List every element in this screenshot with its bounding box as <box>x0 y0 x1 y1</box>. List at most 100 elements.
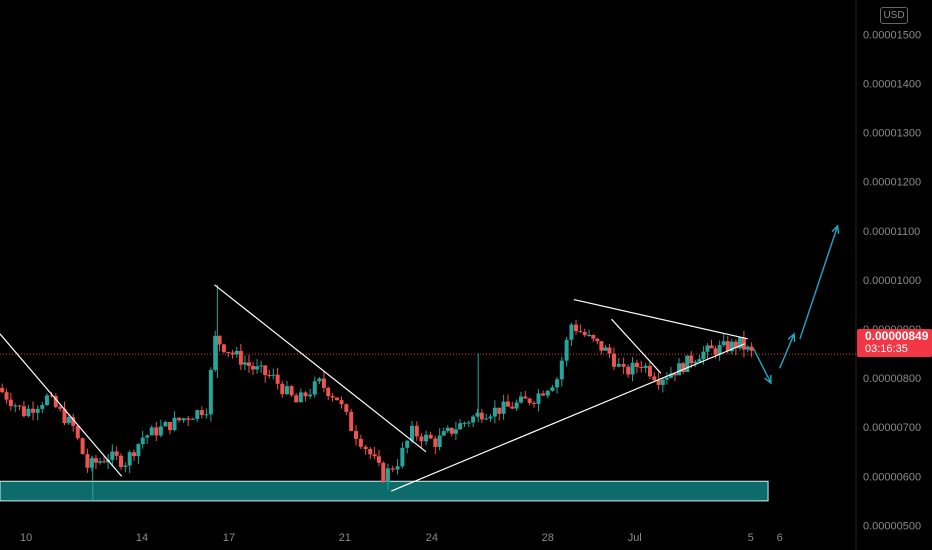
candle-body <box>433 438 438 447</box>
candle-body <box>505 401 510 407</box>
candle-body <box>102 461 107 463</box>
candle-body <box>514 402 519 409</box>
candle-body <box>242 362 247 365</box>
trendline <box>611 318 662 374</box>
candle-body <box>462 422 467 424</box>
candle-body <box>158 426 163 436</box>
trendlines-layer <box>0 284 748 492</box>
time-tick-label: Jul <box>628 532 642 544</box>
projection-long-leg <box>799 225 839 340</box>
candle-body <box>471 416 476 423</box>
candle-body <box>390 468 395 470</box>
candle-body <box>62 408 67 424</box>
time-tick-label: 28 <box>542 532 554 544</box>
candle-body <box>294 395 299 403</box>
candle-body <box>123 465 128 467</box>
candle-body <box>181 418 186 421</box>
candle-body <box>550 387 555 391</box>
candle-body <box>230 352 235 355</box>
candle-body <box>717 345 722 355</box>
candle-body <box>31 408 36 413</box>
candle-body <box>595 338 600 342</box>
time-tick-label: 17 <box>223 532 235 544</box>
projection-arrowhead <box>764 375 772 385</box>
candle-body <box>656 380 661 385</box>
candle-body <box>385 468 390 483</box>
candle-body <box>8 399 13 407</box>
candle-body <box>263 365 268 376</box>
time-axis[interactable]: 10 14 17 21 24 28 Jul 5 6 <box>20 532 783 544</box>
grid <box>855 0 932 550</box>
candle-body <box>280 383 285 395</box>
candle-body <box>603 347 608 351</box>
candle-body <box>114 451 119 456</box>
candle-body <box>330 396 335 398</box>
candle-body <box>177 417 182 421</box>
candle-body <box>238 350 243 365</box>
candle-body <box>510 406 515 409</box>
projection-arrowhead <box>831 224 840 234</box>
candle-body <box>213 335 218 370</box>
price-tick-label: 0.00000700 <box>863 422 921 434</box>
candle-body <box>626 366 631 375</box>
candle-body <box>400 447 405 467</box>
candle-body <box>21 406 26 417</box>
price-axis[interactable]: 0.00000500 0.00000600 0.00000700 0.00000800… <box>863 29 921 532</box>
candle-body <box>611 353 616 367</box>
candle-body <box>334 397 339 401</box>
candle-body <box>532 402 537 404</box>
candle-body <box>271 374 276 376</box>
candle-body <box>35 408 40 413</box>
candle-body <box>419 436 424 442</box>
candle-body <box>569 324 574 340</box>
candle-body <box>26 408 31 417</box>
candle-body <box>652 376 657 381</box>
candle-body <box>501 401 506 414</box>
candle-body <box>733 341 738 349</box>
candle-body <box>119 455 124 467</box>
trendline <box>573 298 748 340</box>
price-tick-label: 0.00001000 <box>863 275 921 287</box>
price-axis-bg <box>857 0 932 550</box>
candle-body <box>89 458 94 468</box>
candle-body <box>195 410 200 419</box>
candles-layer <box>0 284 754 501</box>
price-tick-label: 0.00001200 <box>863 177 921 189</box>
projection-layer <box>752 224 840 385</box>
time-tick-label: 21 <box>339 532 351 544</box>
candle-body <box>255 366 260 370</box>
candle-body <box>725 341 730 352</box>
candle-body <box>475 412 480 417</box>
candle-body <box>208 369 213 415</box>
candle-body <box>40 404 45 409</box>
candle-body <box>259 365 264 367</box>
candle-body <box>339 400 344 405</box>
candle-body <box>71 417 76 426</box>
candle-body <box>685 355 690 372</box>
candle-body <box>163 421 168 427</box>
candle-body <box>668 373 673 378</box>
candle-body <box>484 418 489 420</box>
candle-body <box>536 393 541 404</box>
candle-body <box>199 410 204 416</box>
candle-body <box>190 418 195 420</box>
candle-body <box>424 434 429 442</box>
candle-body <box>49 395 54 397</box>
candle-countdown: 03:16:35 <box>865 343 908 355</box>
candle-body <box>368 449 373 455</box>
candle-body <box>705 345 710 352</box>
candle-body <box>363 446 368 450</box>
candle-body <box>58 406 63 409</box>
candle-body <box>709 345 714 349</box>
candle-body <box>127 452 132 466</box>
projection-up-leg <box>778 333 795 369</box>
candle-body <box>226 351 231 353</box>
candle-body <box>167 421 172 431</box>
candle-body <box>154 427 159 436</box>
candle-body <box>616 363 621 367</box>
candle-body <box>349 411 354 432</box>
candle-body <box>660 379 665 385</box>
currency-label[interactable]: USD <box>880 7 908 24</box>
time-tick-label: 5 <box>748 532 754 544</box>
